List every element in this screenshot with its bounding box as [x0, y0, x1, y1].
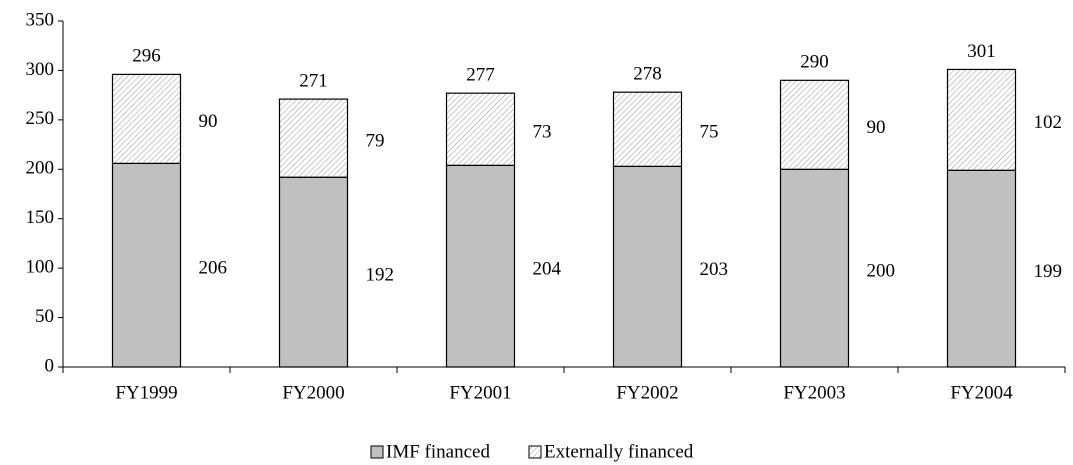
total-label: 290	[800, 52, 829, 73]
x-tick-label: FY2001	[449, 382, 511, 403]
y-tick-label: 150	[26, 207, 55, 228]
value-label: 90	[199, 111, 218, 132]
total-label: 296	[132, 46, 161, 67]
legend-swatch	[528, 445, 542, 459]
bar-segment	[278, 98, 349, 178]
bar-segment	[946, 68, 1017, 171]
bar-segment	[278, 176, 349, 368]
value-label: 73	[533, 122, 552, 143]
value-label: 200	[867, 261, 896, 282]
x-tick-label: FY2003	[783, 382, 845, 403]
value-label: 203	[700, 259, 729, 280]
total-label: 271	[299, 70, 328, 91]
y-tick-label: 50	[35, 306, 54, 327]
value-label: 79	[366, 131, 385, 152]
legend-swatch	[370, 445, 384, 459]
bar-segment	[445, 92, 516, 166]
bar-segment	[111, 162, 182, 368]
bar-segment	[946, 169, 1017, 368]
total-label: 278	[633, 64, 662, 85]
bar-segment	[111, 73, 182, 164]
total-label: 301	[967, 41, 996, 62]
legend-label: IMF financed	[386, 441, 490, 462]
bar-segment	[445, 164, 516, 368]
y-tick-label: 100	[26, 257, 55, 278]
y-tick-label: 350	[26, 9, 55, 30]
bar-segment	[779, 79, 850, 170]
x-tick-label: FY2004	[950, 382, 1013, 403]
value-label: 204	[533, 259, 562, 280]
y-tick-label: 300	[26, 59, 55, 80]
bar-segment	[612, 91, 683, 167]
y-tick-label: 250	[26, 108, 55, 129]
x-tick-label: FY1999	[115, 382, 177, 403]
value-label: 192	[366, 264, 395, 285]
y-tick-label: 200	[26, 158, 55, 179]
legend-label: Externally financed	[544, 441, 694, 462]
bar-segment	[612, 165, 683, 368]
total-label: 277	[466, 65, 495, 86]
value-label: 206	[199, 258, 228, 279]
value-label: 199	[1034, 261, 1063, 282]
y-tick-label: 0	[45, 355, 55, 376]
value-label: 75	[700, 122, 719, 143]
x-tick-label: FY2000	[282, 382, 344, 403]
x-tick-label: FY2002	[616, 382, 678, 403]
value-label: 90	[867, 117, 886, 138]
bar-segment	[779, 168, 850, 368]
value-label: 102	[1034, 112, 1063, 133]
